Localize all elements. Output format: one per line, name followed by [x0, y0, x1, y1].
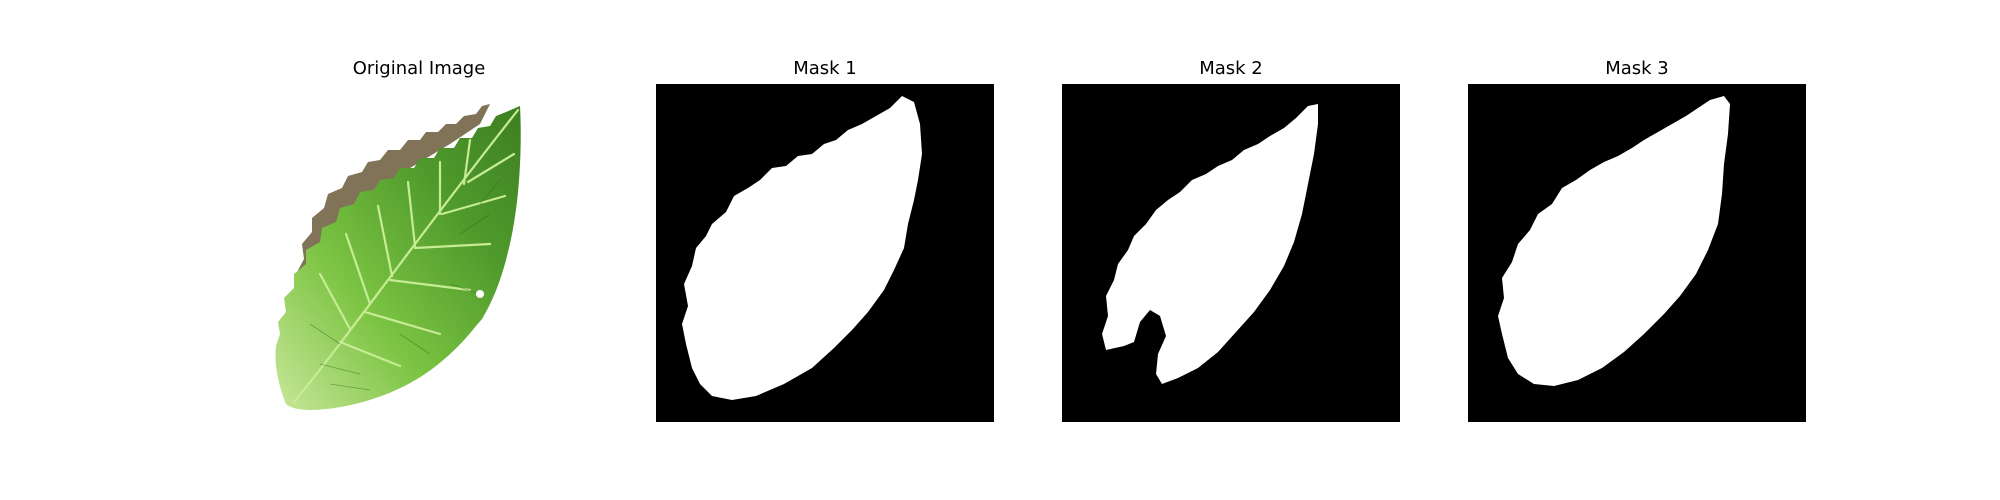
mask-2-region — [1102, 104, 1318, 384]
leaf-shadow — [296, 104, 490, 294]
mask-1-panel: Mask 1 — [656, 0, 994, 500]
original-image-title: Original Image — [352, 58, 486, 79]
leaf-texture — [309, 179, 501, 391]
leaf-body — [275, 106, 521, 410]
leaf-veins — [292, 108, 520, 404]
leaf-hole — [476, 290, 484, 298]
mask-2-panel: Mask 2 — [1062, 0, 1400, 500]
mask-1-title: Mask 1 — [793, 58, 857, 79]
mask-1-region — [682, 96, 922, 400]
mask-3-title: Mask 3 — [1605, 58, 1669, 79]
mask-2-title: Mask 2 — [1199, 58, 1263, 79]
mask-2-image — [1062, 84, 1400, 422]
original-leaf-image — [250, 84, 588, 422]
mask-1-image — [656, 84, 994, 422]
mask-3-region — [1498, 96, 1730, 386]
mask-3-image — [1468, 84, 1806, 422]
mask-3-panel: Mask 3 — [1468, 0, 1806, 500]
original-image-panel: Original Image — [250, 0, 588, 500]
